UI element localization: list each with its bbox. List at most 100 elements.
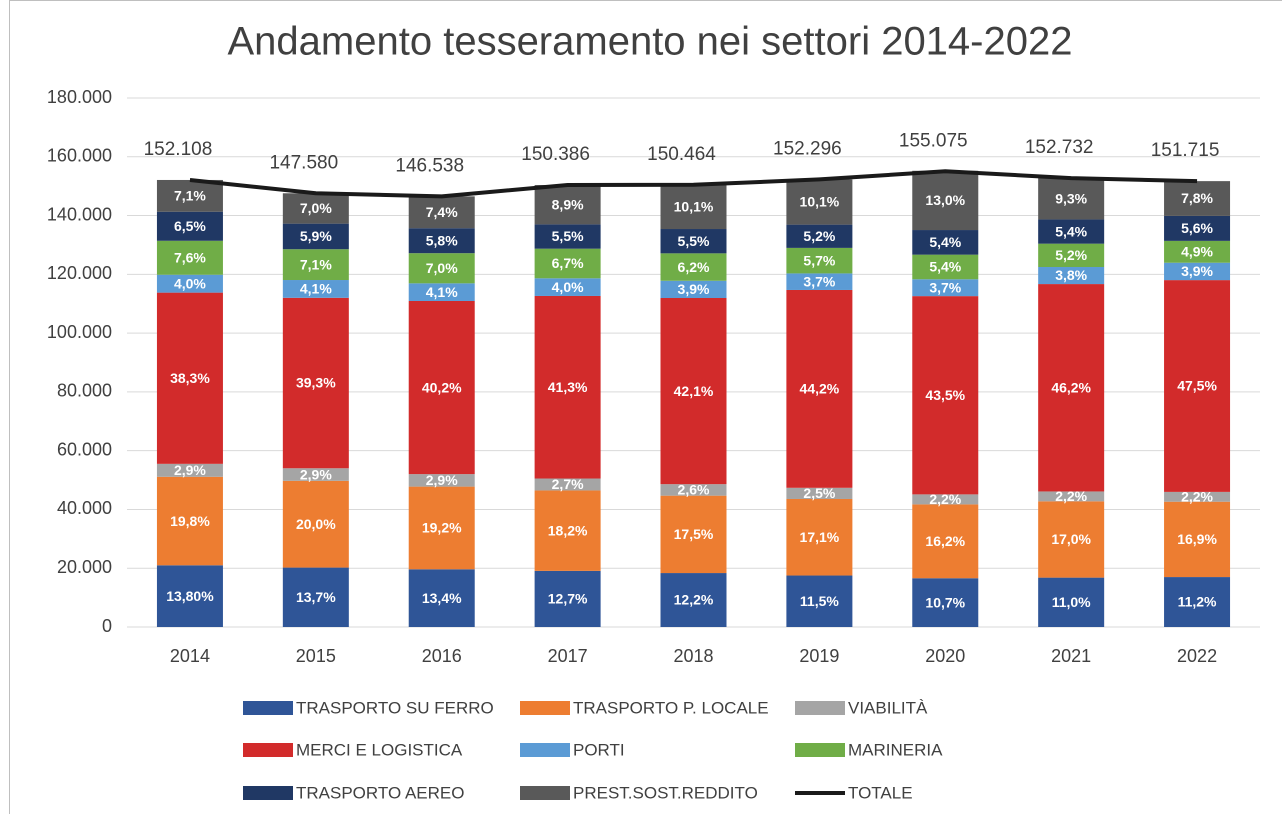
total-label: 152.732: [1025, 137, 1094, 158]
y-tick-label: 180.000: [47, 87, 112, 107]
legend-label: VIABILITÀ: [848, 698, 928, 717]
legend-swatch: [795, 701, 845, 715]
total-label: 155.075: [899, 130, 968, 151]
data-label: 16,2%: [925, 533, 965, 549]
legend-label: TRASPORTO AEREO: [296, 783, 464, 802]
data-label: 5,4%: [929, 259, 961, 275]
data-label: 7,1%: [300, 256, 332, 272]
data-label: 3,7%: [803, 273, 835, 289]
x-tick-label: 2017: [548, 646, 588, 666]
bar-segment: [408, 474, 475, 487]
bar-segment: [282, 223, 349, 250]
bar-segment: [912, 230, 979, 255]
legend-swatch: [795, 743, 845, 757]
legend-label: TRASPORTO SU FERRO: [296, 698, 494, 717]
data-label: 9,3%: [1055, 190, 1087, 206]
y-tick-label: 60.000: [57, 439, 112, 459]
bar-segment: [1164, 215, 1231, 241]
bar-segment: [534, 295, 601, 479]
data-label: 3,9%: [1181, 263, 1213, 279]
data-label: 13,80%: [166, 588, 214, 604]
total-label: 152.296: [773, 138, 842, 159]
legend-label: MARINERIA: [848, 740, 943, 759]
data-label: 39,3%: [296, 375, 336, 391]
data-label: 18,2%: [548, 522, 588, 538]
bar-segment: [1038, 577, 1105, 627]
data-label: 2,9%: [174, 462, 206, 478]
y-tick-label: 0: [102, 616, 112, 636]
x-tick-label: 2016: [422, 646, 462, 666]
bar-segment: [156, 240, 223, 275]
bar-segment: [534, 185, 601, 225]
bar-segment: [1038, 284, 1105, 492]
data-label: 2,6%: [678, 482, 710, 498]
y-tick-label: 40.000: [57, 498, 112, 518]
bar-segment: [156, 179, 223, 212]
data-label: 2,2%: [1055, 488, 1087, 504]
bar-segment: [156, 565, 223, 627]
data-label: 12,7%: [548, 591, 588, 607]
data-label: 16,9%: [1177, 531, 1217, 547]
total-line: [189, 169, 1198, 199]
data-label: 8,9%: [552, 196, 584, 212]
bar-segment: [1038, 177, 1105, 220]
bar-segment: [534, 490, 601, 571]
total-label: 151.715: [1151, 140, 1220, 161]
legend-label: PREST.SOST.REDDITO: [573, 783, 758, 802]
data-label: 17,5%: [674, 526, 714, 542]
data-label: 4,0%: [552, 279, 584, 295]
bar-segment: [408, 569, 475, 627]
data-label: 5,5%: [678, 233, 710, 249]
x-tick-label: 2018: [673, 646, 713, 666]
bar-segment: [156, 463, 223, 477]
data-label: 5,9%: [300, 228, 332, 244]
data-label: 5,2%: [1055, 247, 1087, 263]
bar-segment: [1038, 219, 1105, 244]
data-label: 38,3%: [170, 370, 210, 386]
bar-segment: [1164, 501, 1231, 578]
bar-segment: [282, 480, 349, 568]
y-tick-label: 20.000: [57, 557, 112, 577]
bar-segment: [408, 283, 475, 301]
data-label: 13,4%: [422, 590, 462, 606]
data-label: 17,0%: [1051, 531, 1091, 547]
bar-segment: [408, 253, 475, 284]
bar-segment: [534, 224, 601, 249]
bar-segment: [156, 292, 223, 464]
data-label: 12,2%: [674, 592, 714, 608]
data-label: 46,2%: [1051, 379, 1091, 395]
legend-swatch: [520, 786, 570, 800]
bar-segment: [282, 297, 349, 469]
bar-segment: [786, 224, 853, 248]
data-label: 4,1%: [426, 284, 458, 300]
x-tick-label: 2020: [925, 646, 965, 666]
bar-segment: [1164, 491, 1231, 502]
data-label: 11,0%: [1052, 594, 1091, 610]
bar-segment: [912, 494, 979, 505]
x-tick-label: 2021: [1051, 646, 1091, 666]
legend-swatch: [520, 743, 570, 757]
data-label: 20,0%: [296, 516, 336, 532]
chart-frame: [9, 0, 1282, 814]
bar-segment: [660, 495, 727, 574]
bar-segment: [1164, 181, 1231, 216]
bar-segment: [660, 184, 727, 230]
bar-segment: [660, 253, 727, 281]
bar-segment: [660, 298, 727, 485]
bar-segment: [534, 478, 601, 491]
legend-label: TRASPORTO P. LOCALE: [573, 698, 769, 717]
bar-segment: [282, 280, 349, 298]
bar-segment: [534, 248, 601, 279]
data-label: 2,2%: [1181, 489, 1213, 505]
bar-segment: [1038, 267, 1105, 285]
bar-segment: [660, 229, 727, 254]
data-label: 10,1%: [800, 194, 840, 210]
bar-segment: [408, 196, 475, 229]
legend-swatch: [243, 786, 293, 800]
data-label: 42,1%: [674, 383, 714, 399]
data-label: 13,7%: [296, 589, 336, 605]
bar-segment: [408, 228, 475, 254]
bar-segment: [912, 578, 979, 627]
total-label: 150.386: [521, 144, 590, 165]
data-label: 4,9%: [1181, 244, 1213, 260]
